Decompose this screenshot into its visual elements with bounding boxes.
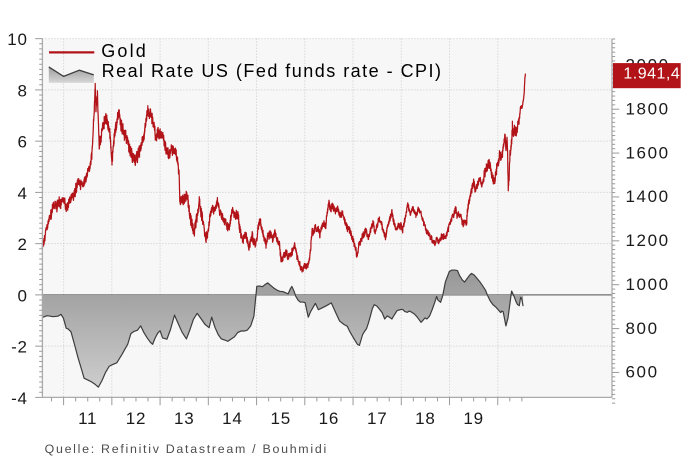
svg-text:4: 4 xyxy=(18,184,28,203)
svg-text:10: 10 xyxy=(7,30,28,49)
svg-text:Quelle: Refinitiv Datastream /: Quelle: Refinitiv Datastream / Bouhmidi xyxy=(45,442,328,456)
svg-text:6: 6 xyxy=(18,133,28,152)
svg-text:1000: 1000 xyxy=(626,275,670,294)
svg-text:16: 16 xyxy=(319,409,340,428)
svg-text:12: 12 xyxy=(126,409,147,428)
svg-text:1.941,4: 1.941,4 xyxy=(623,66,680,83)
svg-text:600: 600 xyxy=(626,363,659,382)
svg-text:14: 14 xyxy=(222,409,243,428)
svg-text:8: 8 xyxy=(18,81,28,100)
svg-text:-2: -2 xyxy=(11,338,28,357)
svg-text:11: 11 xyxy=(78,409,97,428)
svg-text:800: 800 xyxy=(626,319,659,338)
svg-text:Gold: Gold xyxy=(101,41,148,61)
svg-text:-4: -4 xyxy=(11,389,28,408)
svg-text:18: 18 xyxy=(415,409,436,428)
svg-text:2: 2 xyxy=(18,235,28,254)
svg-text:13: 13 xyxy=(174,409,195,428)
svg-text:17: 17 xyxy=(367,409,388,428)
svg-text:1200: 1200 xyxy=(626,231,670,250)
svg-text:1600: 1600 xyxy=(626,143,670,162)
svg-text:15: 15 xyxy=(270,409,291,428)
svg-text:1400: 1400 xyxy=(626,187,670,206)
svg-text:0: 0 xyxy=(18,286,28,305)
svg-text:Real Rate US (Fed funds rate -: Real Rate US (Fed funds rate - CPI) xyxy=(102,61,443,81)
svg-text:19: 19 xyxy=(463,409,484,428)
svg-text:1800: 1800 xyxy=(626,99,670,118)
